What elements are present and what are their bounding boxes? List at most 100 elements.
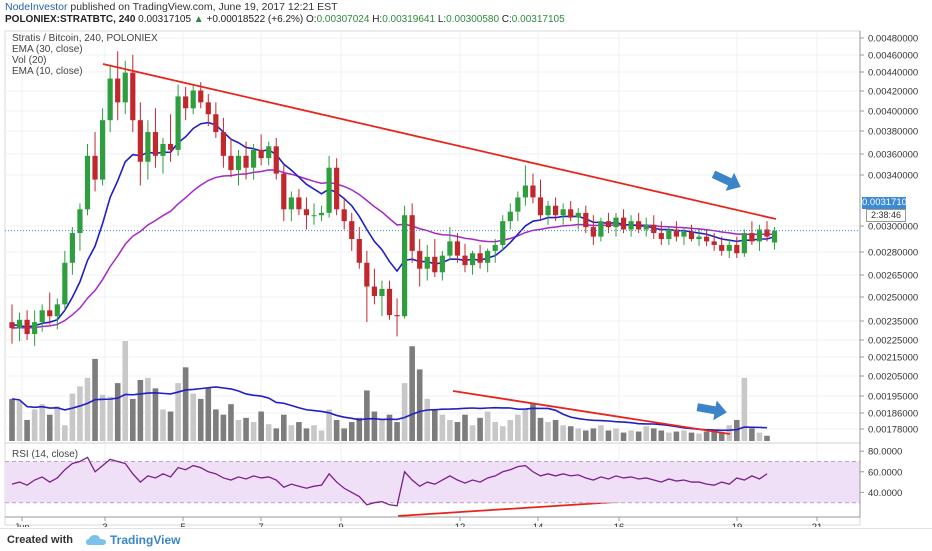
volume-bar bbox=[190, 393, 196, 441]
volume-bar bbox=[77, 386, 83, 441]
volume-bar bbox=[46, 414, 53, 441]
price-tick-label: 0.00186000 bbox=[868, 409, 918, 420]
candle-body bbox=[228, 155, 234, 171]
candle-body bbox=[62, 262, 68, 305]
price-resistance-trendline bbox=[102, 63, 777, 220]
volume-bar bbox=[409, 346, 415, 441]
date-tick-label: 16 bbox=[614, 522, 625, 527]
volume-bar bbox=[666, 432, 672, 441]
volume-bar bbox=[492, 422, 498, 441]
candle-body bbox=[364, 262, 370, 287]
ohlc-line: POLONIEX:STRATBTC, 240 0.00317105 ▲ +0.0… bbox=[5, 13, 565, 26]
volume-bar bbox=[650, 428, 657, 441]
price-tick-label: 0.00440000 bbox=[868, 68, 918, 79]
candle-body bbox=[666, 229, 672, 239]
volume-bar bbox=[273, 428, 280, 441]
candle-body bbox=[356, 239, 362, 263]
candle-body bbox=[424, 256, 430, 269]
symbol-label: POLONIEX:STRATBTC, 240 bbox=[5, 14, 136, 25]
candle-body bbox=[122, 72, 128, 103]
change-value: +0.00018522 (+6.2%) bbox=[206, 14, 304, 25]
volume-bar bbox=[635, 431, 642, 441]
volume-bar bbox=[258, 411, 264, 441]
volume-bar bbox=[31, 409, 38, 441]
candle-body bbox=[334, 167, 340, 210]
open-value: 0.00307024 bbox=[316, 14, 370, 25]
volume-bar bbox=[379, 419, 385, 441]
volume-bar bbox=[515, 414, 521, 441]
candle-body bbox=[771, 230, 778, 243]
candle-body bbox=[251, 149, 257, 168]
volume-bar bbox=[703, 431, 710, 441]
price-tick-label: 0.00215000 bbox=[868, 353, 918, 364]
candle-body bbox=[628, 221, 634, 230]
candle-body bbox=[560, 209, 566, 216]
candle-body bbox=[24, 319, 30, 335]
volume-bar bbox=[507, 419, 514, 441]
volume-bar bbox=[613, 428, 619, 441]
legend-vol[interactable]: Vol (20) bbox=[12, 55, 47, 66]
candle-body bbox=[454, 241, 461, 256]
volume-bar bbox=[62, 425, 68, 441]
candle-body bbox=[583, 212, 589, 228]
volume-bar bbox=[590, 428, 597, 441]
price-chart[interactable]: 0.00480000 0.00460000 0.00440000 0.00420000… bbox=[0, 27, 932, 527]
candle-body bbox=[258, 149, 264, 159]
volume-bar bbox=[9, 398, 15, 441]
price-tick-label: 0.00400000 bbox=[868, 107, 918, 118]
candle-body bbox=[145, 132, 151, 162]
candle-body bbox=[756, 229, 763, 242]
volume-bar bbox=[235, 419, 242, 441]
candle-body bbox=[590, 227, 596, 237]
volume-bar bbox=[318, 430, 325, 441]
volume-bar bbox=[250, 422, 257, 441]
candle-body bbox=[522, 185, 528, 198]
author-link[interactable]: NodeInvestor bbox=[5, 1, 68, 13]
candle-body bbox=[243, 155, 249, 168]
tradingview-brand[interactable]: TradingView bbox=[110, 533, 181, 547]
candle-body bbox=[16, 319, 23, 329]
volume-bar bbox=[522, 409, 529, 441]
volume-bar bbox=[484, 411, 491, 441]
volume-bar bbox=[281, 414, 287, 441]
volume-bar bbox=[182, 367, 189, 441]
volume-bar bbox=[228, 404, 234, 441]
date-tick-label: 3 bbox=[102, 522, 107, 527]
candle-body bbox=[281, 173, 287, 210]
tradingview-cloud-icon bbox=[86, 535, 106, 545]
price-tick-label: 0.00235000 bbox=[868, 317, 918, 328]
volume-bar bbox=[401, 383, 408, 441]
candle-body bbox=[447, 241, 453, 256]
price-tick-label: 0.00265000 bbox=[868, 271, 918, 282]
candle-body bbox=[303, 209, 310, 216]
date-tick-label: 12 bbox=[455, 522, 466, 527]
volume-bar bbox=[462, 414, 468, 441]
candle-body bbox=[764, 229, 770, 237]
legend-ema30[interactable]: EMA (30, close) bbox=[12, 44, 83, 55]
candle-body bbox=[432, 256, 438, 273]
volume-bar bbox=[220, 414, 227, 441]
volume-bar bbox=[205, 388, 212, 441]
price-tick-label: 0.00250000 bbox=[868, 293, 918, 304]
legend-ema10[interactable]: EMA (10, close) bbox=[12, 66, 83, 77]
candle-body bbox=[183, 96, 189, 109]
candle-body bbox=[409, 215, 415, 251]
volume-bar bbox=[711, 430, 717, 441]
volume-bar bbox=[605, 430, 612, 441]
candle-body bbox=[115, 78, 121, 103]
candle-body bbox=[643, 224, 649, 230]
volume-bar bbox=[560, 425, 566, 441]
rsi-legend[interactable]: RSI (14, close) bbox=[12, 449, 79, 460]
volume-bar bbox=[175, 383, 181, 441]
candle-body bbox=[235, 155, 242, 171]
volume-bar bbox=[167, 411, 174, 441]
volume-bar bbox=[749, 428, 755, 441]
candle-body bbox=[469, 253, 476, 266]
candle-body bbox=[137, 120, 143, 162]
candle-body bbox=[77, 209, 83, 234]
arrow-shape bbox=[696, 400, 727, 421]
volume-bar bbox=[39, 404, 45, 441]
volume-bar bbox=[741, 377, 748, 441]
volume-bar bbox=[356, 417, 363, 441]
candle-body bbox=[160, 143, 166, 156]
